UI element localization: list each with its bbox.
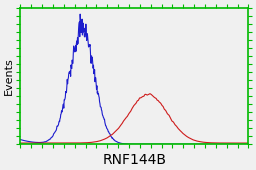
X-axis label: RNF144B: RNF144B (102, 152, 166, 167)
Y-axis label: Events: Events (4, 57, 14, 95)
